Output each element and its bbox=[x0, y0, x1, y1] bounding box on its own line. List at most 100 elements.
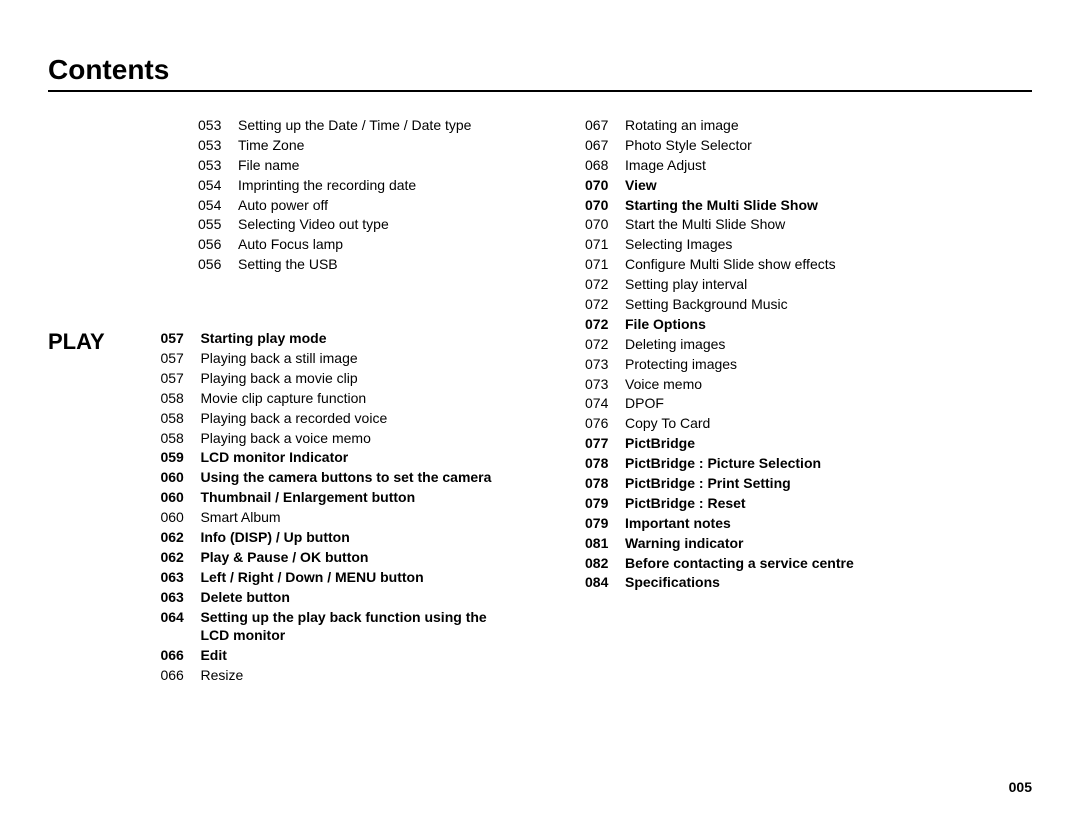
left-column: 053Setting up the Date / Time / Date typ… bbox=[48, 116, 505, 686]
toc-page: 055 bbox=[198, 215, 238, 234]
toc-text: Edit bbox=[200, 646, 493, 665]
toc-text: Using the camera buttons to set the came… bbox=[200, 468, 493, 487]
toc-page: 067 bbox=[585, 136, 625, 155]
toc-columns: 053Setting up the Date / Time / Date typ… bbox=[48, 116, 1032, 686]
toc-line: 058Playing back a recorded voice bbox=[160, 409, 493, 428]
toc-line: 070Starting the Multi Slide Show bbox=[585, 196, 1032, 215]
toc-line: 073Voice memo bbox=[585, 375, 1032, 394]
toc-text: LCD monitor Indicator bbox=[200, 448, 493, 467]
toc-line: 072Setting Background Music bbox=[585, 295, 1032, 314]
toc-page: 071 bbox=[585, 235, 625, 254]
toc-text: Info (DISP) / Up button bbox=[200, 528, 493, 547]
toc-text: Time Zone bbox=[238, 136, 495, 155]
toc-page: 067 bbox=[585, 116, 625, 135]
toc-page: 082 bbox=[585, 554, 625, 573]
toc-page: 063 bbox=[160, 568, 200, 587]
toc-line: 066Edit bbox=[160, 646, 493, 665]
toc-line: 068Image Adjust bbox=[585, 156, 1032, 175]
toc-line: 053Time Zone bbox=[198, 136, 495, 155]
toc-line: 055Selecting Video out type bbox=[198, 215, 495, 234]
toc-page: 062 bbox=[160, 548, 200, 567]
toc-text: Left / Right / Down / MENU button bbox=[200, 568, 493, 587]
toc-line: 053File name bbox=[198, 156, 495, 175]
toc-page: 060 bbox=[160, 468, 200, 487]
toc-text: Auto power off bbox=[238, 196, 495, 215]
toc-page: 074 bbox=[585, 394, 625, 413]
toc-line: 063Delete button bbox=[160, 588, 493, 607]
toc-text: Photo Style Selector bbox=[625, 136, 1032, 155]
toc-line: 084Specifications bbox=[585, 573, 1032, 592]
toc-page: 081 bbox=[585, 534, 625, 553]
toc-page: 084 bbox=[585, 573, 625, 592]
toc-text: Setting up the Date / Time / Date type bbox=[238, 116, 495, 135]
toc-text: Setting up the play back function using … bbox=[200, 608, 493, 646]
toc-text: Imprinting the recording date bbox=[238, 176, 495, 195]
toc-page: 072 bbox=[585, 335, 625, 354]
toc-text: Selecting Video out type bbox=[238, 215, 495, 234]
toc-page: 054 bbox=[198, 176, 238, 195]
toc-line: 081Warning indicator bbox=[585, 534, 1032, 553]
toc-text: Playing back a movie clip bbox=[200, 369, 493, 388]
toc-text: Important notes bbox=[625, 514, 1032, 533]
toc-text: Rotating an image bbox=[625, 116, 1032, 135]
toc-line: 054Auto power off bbox=[198, 196, 495, 215]
toc-page: 072 bbox=[585, 295, 625, 314]
toc-page: 073 bbox=[585, 355, 625, 374]
toc-page: 062 bbox=[160, 528, 200, 547]
toc-line: 079PictBridge : Reset bbox=[585, 494, 1032, 513]
toc-text: PictBridge : Picture Selection bbox=[625, 454, 1032, 473]
toc-text: Warning indicator bbox=[625, 534, 1032, 553]
toc-page: 070 bbox=[585, 215, 625, 234]
toc-text: Start the Multi Slide Show bbox=[625, 215, 1032, 234]
toc-page: 057 bbox=[160, 369, 200, 388]
toc-text: File name bbox=[238, 156, 495, 175]
toc-text: View bbox=[625, 176, 1032, 195]
toc-line: 073Protecting images bbox=[585, 355, 1032, 374]
toc-line: 064Setting up the play back function usi… bbox=[160, 608, 493, 646]
toc-page: 053 bbox=[198, 156, 238, 175]
toc-page: 053 bbox=[198, 116, 238, 135]
toc-page: 058 bbox=[160, 409, 200, 428]
toc-line: 072Setting play interval bbox=[585, 275, 1032, 294]
toc-line: 071Configure Multi Slide show effects bbox=[585, 255, 1032, 274]
toc-line: 056Setting the USB bbox=[198, 255, 495, 274]
toc-text: Starting play mode bbox=[200, 329, 493, 348]
toc-page: 057 bbox=[160, 349, 200, 368]
toc-line: 067Rotating an image bbox=[585, 116, 1032, 135]
toc-line: 057Starting play mode bbox=[160, 329, 493, 348]
toc-page: 071 bbox=[585, 255, 625, 274]
toc-line: 078PictBridge : Print Setting bbox=[585, 474, 1032, 493]
toc-page: 070 bbox=[585, 176, 625, 195]
toc-text: Delete button bbox=[200, 588, 493, 607]
toc-text: DPOF bbox=[625, 394, 1032, 413]
toc-line: 071Selecting Images bbox=[585, 235, 1032, 254]
toc-line: 056Auto Focus lamp bbox=[198, 235, 495, 254]
right-column: 067Rotating an image067Photo Style Selec… bbox=[585, 116, 1032, 686]
toc-text: Auto Focus lamp bbox=[238, 235, 495, 254]
toc-text: PictBridge bbox=[625, 434, 1032, 453]
toc-text: Before contacting a service centre bbox=[625, 554, 1032, 573]
toc-line: 058Movie clip capture function bbox=[160, 389, 493, 408]
toc-page: 054 bbox=[198, 196, 238, 215]
toc-line: 062Info (DISP) / Up button bbox=[160, 528, 493, 547]
toc-line: 074DPOF bbox=[585, 394, 1032, 413]
toc-line: 079Important notes bbox=[585, 514, 1032, 533]
toc-line: 060Smart Album bbox=[160, 508, 493, 527]
page-title: Contents bbox=[48, 54, 1032, 92]
toc-line: 063Left / Right / Down / MENU button bbox=[160, 568, 493, 587]
toc-line: 060Using the camera buttons to set the c… bbox=[160, 468, 493, 487]
toc-text: Setting play interval bbox=[625, 275, 1032, 294]
toc-text: Configure Multi Slide show effects bbox=[625, 255, 1032, 274]
toc-page: 060 bbox=[160, 508, 200, 527]
toc-text: Play & Pause / OK button bbox=[200, 548, 493, 567]
toc-line: 062Play & Pause / OK button bbox=[160, 548, 493, 567]
toc-text: PictBridge : Reset bbox=[625, 494, 1032, 513]
toc-page: 078 bbox=[585, 454, 625, 473]
toc-text: Setting the USB bbox=[238, 255, 495, 274]
toc-line: 076Copy To Card bbox=[585, 414, 1032, 433]
toc-text: Protecting images bbox=[625, 355, 1032, 374]
toc-page: 053 bbox=[198, 136, 238, 155]
toc-page: 079 bbox=[585, 494, 625, 513]
toc-page: 066 bbox=[160, 646, 200, 665]
toc-text: Starting the Multi Slide Show bbox=[625, 196, 1032, 215]
